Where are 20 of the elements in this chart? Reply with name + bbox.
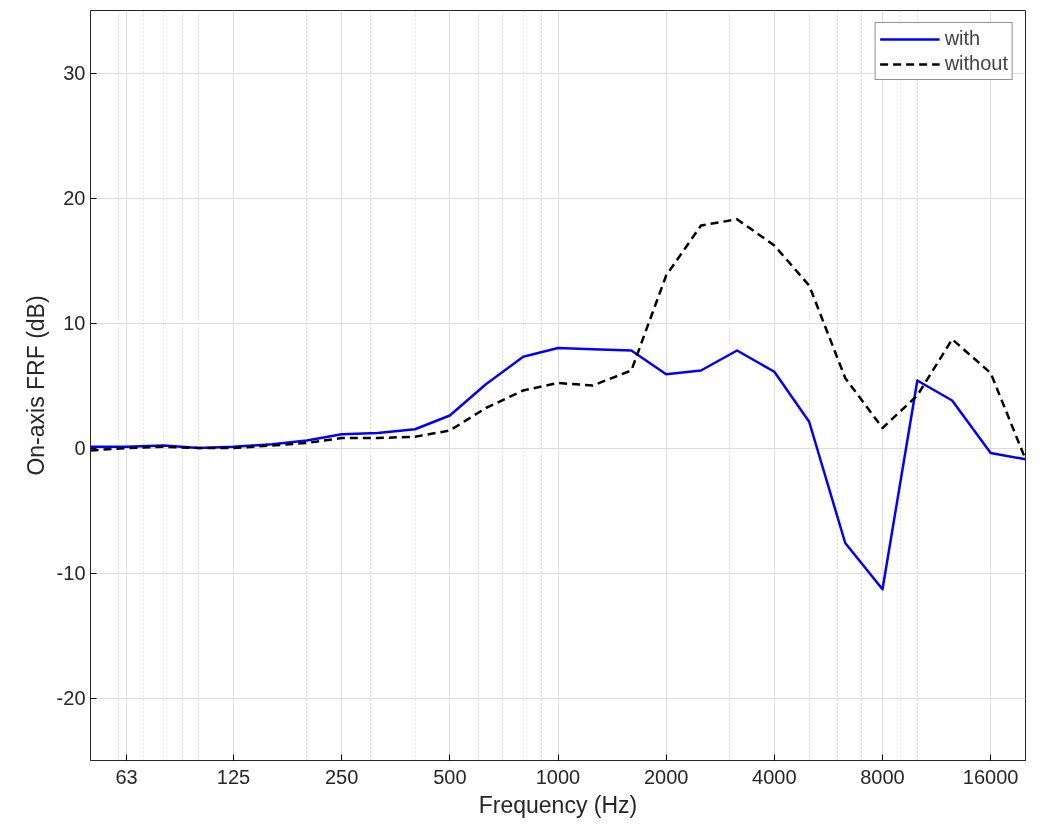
y-tick-label: 0 (74, 437, 86, 459)
legend-label: with (944, 27, 981, 50)
y-tick-label: -10 (56, 562, 86, 584)
y-tick-label: -20 (56, 687, 86, 709)
y-tick-label: 30 (63, 62, 86, 84)
line-series (90, 346, 1026, 591)
x-tick-label: 4000 (752, 765, 797, 788)
x-tick-label: 500 (433, 765, 467, 788)
x-tick-label: 125 (216, 765, 251, 788)
x-tick-label: 250 (324, 765, 359, 788)
y-axis-title: On-axis FRF (dB) (22, 295, 49, 476)
x-axis-title: Frequency (Hz) (478, 791, 638, 818)
legend-label: without (944, 52, 1008, 75)
x-tick-label: 2000 (643, 765, 689, 788)
x-tick-label: 1000 (535, 765, 581, 788)
x-tick-label: 16000 (962, 765, 1019, 788)
x-tick-label: 63 (115, 765, 138, 788)
y-tick-label: 20 (63, 187, 86, 209)
y-tick-label: 10 (63, 312, 86, 334)
x-tick-label: 8000 (860, 765, 905, 788)
